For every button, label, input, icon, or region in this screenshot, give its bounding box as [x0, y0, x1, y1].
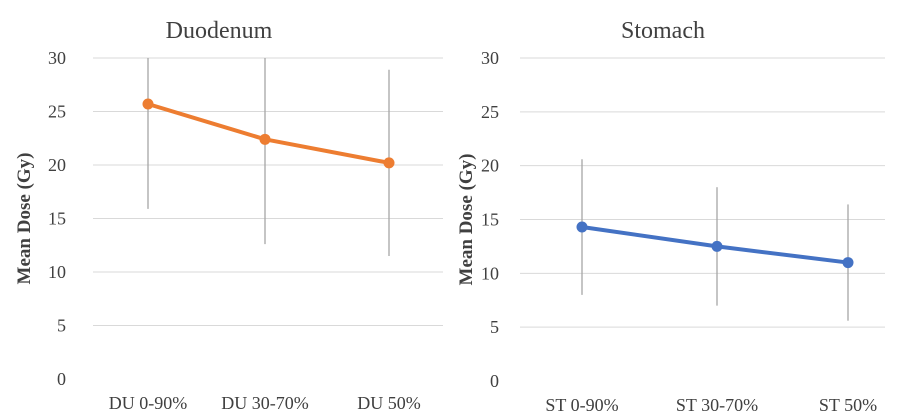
- stomach-y-tick-label: 10: [481, 263, 499, 283]
- duodenum-y-tick-label: 10: [48, 262, 66, 282]
- stomach-y-tick-label: 15: [481, 210, 499, 230]
- stomach-data-point: [842, 257, 854, 269]
- duodenum-y-axis-title: Mean Dose (Gy): [14, 153, 35, 285]
- stomach-y-axis-title: Mean Dose (Gy): [456, 154, 477, 286]
- stomach-chart-title: Stomach: [621, 18, 705, 44]
- stomach-x-category-label: ST 30-70%: [676, 395, 758, 415]
- stomach-data-point: [576, 221, 588, 233]
- stomach-x-category-label: ST 0-90%: [545, 395, 618, 415]
- duodenum-data-point: [259, 133, 271, 145]
- duodenum-y-tick-label: 30: [48, 48, 66, 68]
- duodenum-data-point: [142, 98, 154, 110]
- duodenum-x-category-label: DU 0-90%: [109, 393, 188, 413]
- duodenum-y-tick-label: 25: [48, 102, 66, 122]
- duodenum-y-tick-label: 15: [48, 209, 66, 229]
- stomach-y-tick-label: 5: [490, 317, 499, 337]
- duodenum-y-tick-label: 5: [57, 316, 66, 336]
- stomach-y-tick-label: 20: [481, 156, 499, 176]
- stomach-y-tick-label: 0: [490, 371, 499, 391]
- duodenum-chart-title: Duodenum: [166, 18, 273, 44]
- stomach-data-point: [711, 240, 723, 252]
- duodenum-series-line: [146, 102, 391, 165]
- duodenum-x-category-label: DU 30-70%: [221, 393, 309, 413]
- stomach-y-tick-label: 25: [481, 102, 499, 122]
- duodenum-data-point: [383, 157, 395, 169]
- stomach-x-category-label: ST 50%: [819, 395, 877, 415]
- duodenum-x-category-label: DU 50%: [357, 393, 421, 413]
- duodenum-y-tick-label: 20: [48, 155, 66, 175]
- stomach-y-tick-label: 30: [481, 48, 499, 68]
- duodenum-y-tick-label: 0: [57, 369, 66, 389]
